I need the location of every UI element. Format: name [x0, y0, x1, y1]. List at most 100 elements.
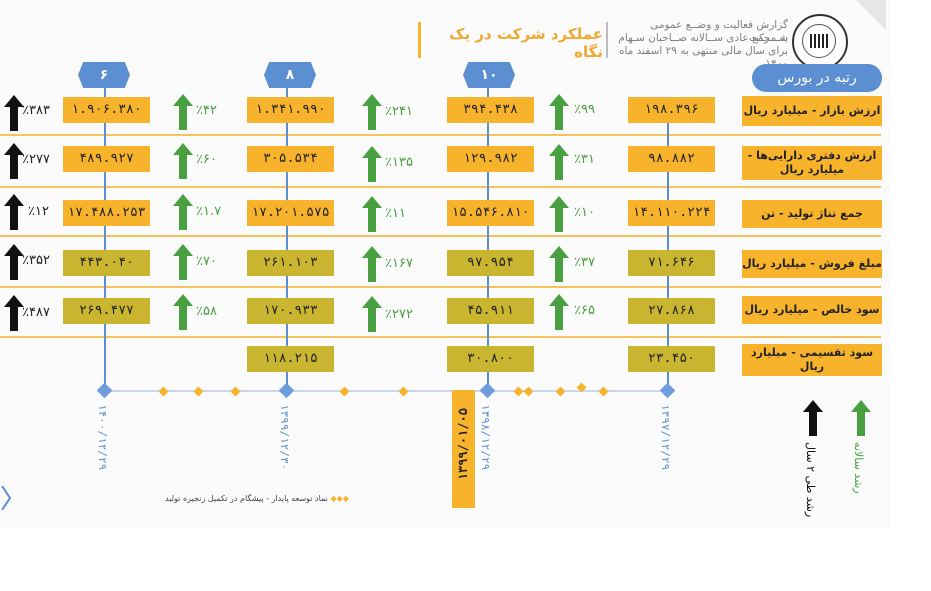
value-cell: ۲۶۹.۴۷۷ — [63, 298, 150, 324]
annual-growth-pct: ٪۹۹ — [574, 102, 595, 117]
value-cell: ۷۱.۶۴۶ — [628, 250, 715, 276]
annual-growth-pct: ٪۱۱ — [385, 206, 406, 221]
green-up-arrow-icon — [362, 246, 382, 282]
row-label-dividend: سود تقسیمی - میلیارد ریال — [742, 344, 882, 376]
value-cell: ۳۰.۸۰۰ — [447, 346, 534, 372]
page-title: عملکرد شرکت در یک نگاه — [449, 25, 603, 61]
row-label-book-assets: ارزش دفتری دارایی‌ها - میلیارد ریال — [742, 146, 882, 180]
row-separator — [0, 134, 881, 136]
value-cell: ۳۰۵.۵۳۴ — [247, 146, 334, 172]
annual-growth-pct: ٪۲۴۱ — [385, 104, 413, 119]
timeline-date-1400: ۱۴۰۰/۱۲/۲۹ — [96, 404, 109, 471]
milestone-marker — [523, 386, 534, 397]
timeline-node — [659, 382, 676, 399]
timeline-date-1399: ۱۳۹۹/۱۲/۳۰ — [278, 404, 291, 471]
annual-growth-pct: ٪۲۷۲ — [385, 307, 413, 322]
value-cell: ۲۶۱.۱۰۳ — [247, 250, 334, 276]
header-divider — [606, 22, 608, 58]
logo-building-icon — [810, 34, 830, 48]
green-up-arrow-icon — [173, 294, 193, 330]
black-up-arrow-icon — [4, 143, 24, 179]
black-up-arrow-icon — [4, 194, 24, 230]
row-separator — [0, 235, 881, 237]
green-up-arrow-icon — [549, 196, 569, 232]
logo-ring — [802, 24, 836, 58]
two-year-growth-pct: ٪۳۵۲ — [22, 253, 50, 268]
milestone-marker — [230, 386, 241, 397]
milestone-marker — [598, 386, 609, 397]
green-up-arrow-icon — [549, 94, 569, 130]
row-label-net-profit: سود خالص - میلیارد ریال — [742, 296, 882, 324]
title-accent-bar — [418, 22, 421, 58]
green-up-arrow-icon — [549, 294, 569, 330]
timeline-stem-1399 — [286, 86, 288, 390]
annual-growth-pct: ٪۱.۷ — [196, 204, 222, 219]
value-cell: ۱.۳۴۱.۹۹۰ — [247, 97, 334, 123]
footnote: ◆◆◆ نماد توسعه پایدار - پیشگام در تکمیل … — [165, 494, 349, 503]
annual-growth-pct: ٪۵۸ — [196, 304, 217, 319]
header-subtitle-line-2: به مجمع عادی ســالانه صــاحبان سـهام — [618, 32, 788, 44]
green-up-arrow-icon — [549, 144, 569, 180]
rank-badge-1398: ۱۰ — [463, 62, 515, 88]
green-up-arrow-icon — [362, 146, 382, 182]
annual-growth-pct: ٪۳۱ — [574, 152, 595, 167]
value-cell: ۱۷.۲۰۱.۵۷۵ — [247, 200, 334, 226]
annual-growth-pct: ٪۴۲ — [196, 103, 217, 118]
green-up-arrow-icon — [549, 246, 569, 282]
green-up-arrow-icon — [362, 196, 382, 232]
row-label-sales: مبلغ فروش - میلیارد ریال — [742, 250, 882, 278]
two-year-growth-pct: ٪۴۸۷ — [22, 305, 50, 320]
two-year-growth-pct: ٪۳۸۳ — [22, 103, 50, 118]
value-cell: ۳۹۴.۴۳۸ — [447, 97, 534, 123]
green-up-arrow-icon — [362, 296, 382, 332]
timeline-date-1398: ۱۳۹۸/۱۲/۲۹ — [479, 404, 492, 471]
value-cell: ۱۵.۵۴۶.۸۱۰ — [447, 200, 534, 226]
value-cell: ۲۷.۸۶۸ — [628, 298, 715, 324]
timeline-stem-1400 — [104, 86, 106, 390]
value-cell: ۴۵.۹۱۱ — [447, 298, 534, 324]
value-cell: ۱.۹۰۶.۳۸۰ — [63, 97, 150, 123]
annual-growth-pct: ٪۷۰ — [196, 254, 217, 269]
annual-growth-pct: ٪۳۷ — [574, 255, 595, 270]
milestone-marker — [158, 386, 169, 397]
value-cell: ۱۷۰.۹۳۳ — [247, 298, 334, 324]
footnote-marker-icon: ◆◆◆ — [330, 494, 349, 503]
row-separator — [0, 186, 881, 188]
black-up-arrow-icon — [4, 244, 24, 280]
value-cell: ۱۱۸.۲۱۵ — [247, 346, 334, 372]
value-cell: ۱۹۸.۳۹۶ — [628, 97, 715, 123]
timeline-stem-1398 — [487, 86, 489, 390]
black-up-arrow-icon — [4, 295, 24, 331]
timeline-axis — [105, 390, 668, 392]
value-cell: ۴۴۳.۰۴۰ — [63, 250, 150, 276]
annual-growth-pct: ٪۱۰ — [574, 205, 595, 220]
value-cell: ۱۷.۴۸۸.۲۵۳ — [63, 200, 150, 226]
green-up-arrow-icon — [173, 244, 193, 280]
two-year-growth-pct: ٪۱۲ — [28, 204, 49, 219]
green-up-arrow-icon — [173, 194, 193, 230]
value-cell: ۲۳.۴۵۰ — [628, 346, 715, 372]
rank-badge-1399: ۸ — [264, 62, 316, 88]
value-cell: ۱۴.۱۱۰.۲۲۴ — [628, 200, 715, 226]
black-up-arrow-icon — [4, 95, 24, 131]
green-up-arrow-icon — [173, 94, 193, 130]
footnote-text: نماد توسعه پایدار - پیشگام در تکمیل زنجی… — [165, 494, 328, 503]
header-subtitle-line-1: گزارش فعالیت و وضــع عمومی شـــرکت — [650, 19, 788, 44]
milestone-marker — [193, 386, 204, 397]
value-cell: ۹۷.۹۵۴ — [447, 250, 534, 276]
milestone-date-bar: ۱۳۹۹/۰۱/۰۵ — [452, 390, 475, 508]
value-cell: ۱۲۹.۹۸۲ — [447, 146, 534, 172]
corner-decoration — [856, 0, 886, 30]
chevron-left-icon[interactable] — [0, 486, 12, 510]
timeline-node — [278, 382, 295, 399]
timeline-node — [479, 382, 496, 399]
legend-two-year-growth: رشد طی ۲ سال — [804, 442, 817, 518]
company-logo — [792, 14, 848, 70]
timeline-date-1397: ۱۳۹۷/۱۲/۲۹ — [659, 404, 672, 471]
milestone-date: ۱۳۹۹/۰۱/۰۵ — [456, 408, 470, 481]
milestone-marker — [513, 386, 524, 397]
annual-growth-pct: ٪۶۰ — [196, 152, 217, 167]
green-up-arrow-icon — [173, 143, 193, 179]
row-separator — [0, 286, 881, 288]
annual-growth-pct: ٪۶۵ — [574, 303, 595, 318]
